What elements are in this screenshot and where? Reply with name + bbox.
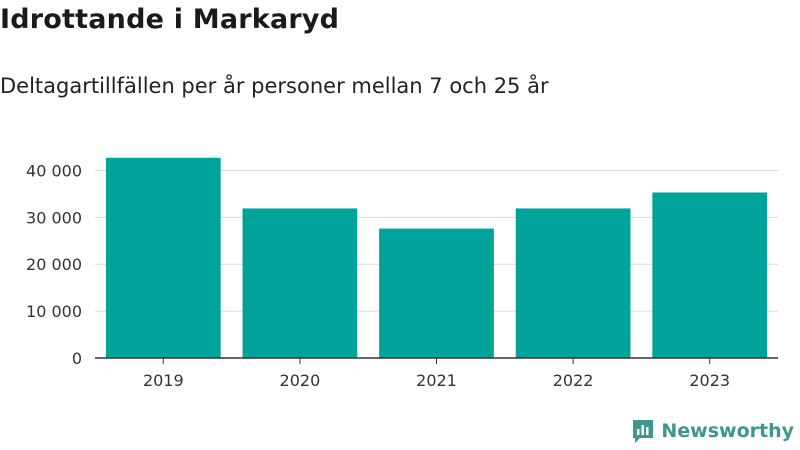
bar	[105, 157, 221, 358]
newsworthy-logo-icon	[633, 420, 654, 443]
y-tick-label: 40 000	[26, 161, 82, 180]
bar	[379, 228, 494, 358]
x-tick-label: 2022	[553, 371, 594, 390]
x-tick-label: 2020	[280, 371, 321, 390]
y-tick-label: 0	[72, 349, 82, 368]
y-tick-label: 30 000	[26, 208, 82, 227]
x-tick-label: 2019	[143, 371, 184, 390]
brand-name: Newsworthy	[661, 420, 794, 442]
chart-title: Idrottande i Markaryd	[0, 4, 340, 35]
y-tick-label: 20 000	[26, 255, 82, 274]
bar	[515, 208, 631, 358]
x-tick-label: 2021	[416, 371, 457, 390]
chart-subtitle: Deltagartillfällen per år personer mella…	[0, 74, 549, 98]
bar	[652, 192, 768, 358]
brand-logo: Newsworthy	[631, 418, 794, 444]
y-tick-label: 10 000	[26, 302, 82, 321]
bar	[242, 208, 358, 358]
x-tick-label: 2023	[689, 371, 730, 390]
